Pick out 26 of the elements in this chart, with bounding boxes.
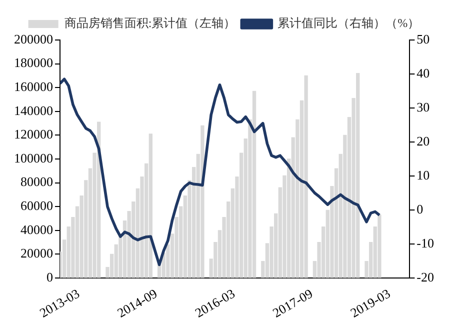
y2-tick-label: 0 (416, 201, 424, 216)
y2-tick-label: 10 (416, 167, 430, 182)
y-tick-label: 200000 (14, 31, 53, 46)
legend-label: 累计值同比（右轴）（%） (278, 16, 420, 30)
y-tick-label: 100000 (14, 150, 53, 166)
y2-tick-label: -10 (416, 235, 434, 250)
bar (378, 214, 382, 278)
bar (200, 125, 204, 278)
y-tick-label: 120000 (14, 126, 53, 142)
bar (148, 134, 152, 278)
legend-label: 商品房销售面积:累计值（左轴） (64, 16, 236, 30)
y2-tick-label: 30 (416, 99, 430, 114)
y-tick-label: 140000 (14, 102, 53, 118)
y-tick-label: 40000 (20, 222, 53, 237)
y-tick-label: 60000 (20, 198, 53, 214)
bar (304, 75, 308, 278)
y-tick-label: 160000 (14, 79, 53, 94)
y2-tick-label: -20 (416, 269, 434, 284)
y-tick-label: 80000 (20, 174, 53, 190)
bar (252, 90, 256, 278)
y-tick-label: 180000 (14, 55, 53, 70)
y2-tick-label: 50 (416, 31, 430, 46)
y-tick-label: 0 (46, 269, 53, 284)
y2-tick-label: 20 (416, 133, 430, 148)
y2-tick-label: 40 (416, 65, 430, 80)
y-tick-label: 20000 (20, 246, 53, 261)
